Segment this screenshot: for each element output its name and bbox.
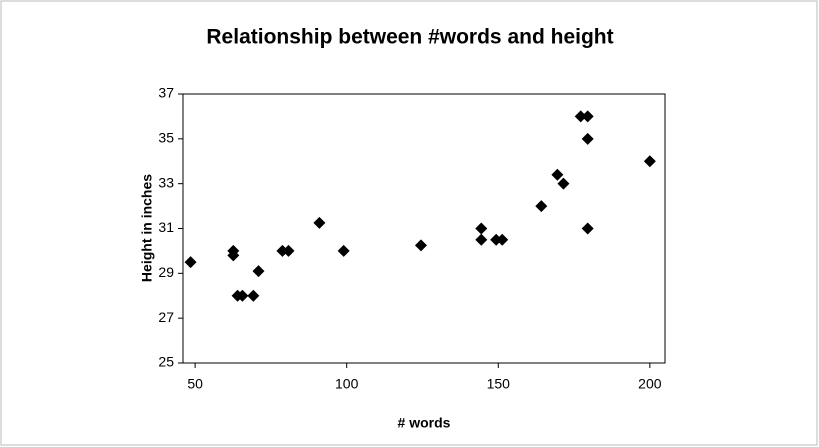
point (252, 265, 265, 278)
x-tick-label: 100 (335, 376, 359, 392)
point (643, 155, 656, 168)
point (475, 222, 488, 235)
point (184, 256, 197, 269)
point (574, 110, 587, 123)
point (414, 239, 427, 252)
y-tick-label: 31 (158, 219, 174, 235)
point (282, 244, 295, 257)
point (535, 200, 548, 213)
point (557, 177, 570, 190)
y-tick-label: 37 (158, 85, 174, 101)
x-axis-label: # words (398, 415, 451, 431)
point (337, 244, 350, 257)
y-tick-label: 33 (158, 174, 174, 190)
x-tick-label: 50 (187, 376, 203, 392)
point (581, 132, 594, 145)
x-tick-label: 200 (638, 376, 662, 392)
chart-title: Relationship between #words and height (206, 26, 613, 49)
y-tick-label: 27 (158, 309, 174, 325)
point (496, 233, 509, 246)
y-tick-label: 25 (158, 354, 174, 370)
y-axis-label: Height in inches (139, 174, 155, 282)
point (227, 249, 240, 262)
y-tick-label: 35 (158, 130, 174, 146)
point (581, 110, 594, 123)
point (276, 244, 289, 257)
point (475, 233, 488, 246)
x-tick-label: 150 (487, 376, 511, 392)
point (313, 216, 326, 229)
point (236, 289, 249, 302)
y-tick-label: 29 (158, 264, 174, 280)
point (581, 222, 594, 235)
point (247, 289, 260, 302)
point (490, 233, 503, 246)
point (551, 168, 564, 181)
